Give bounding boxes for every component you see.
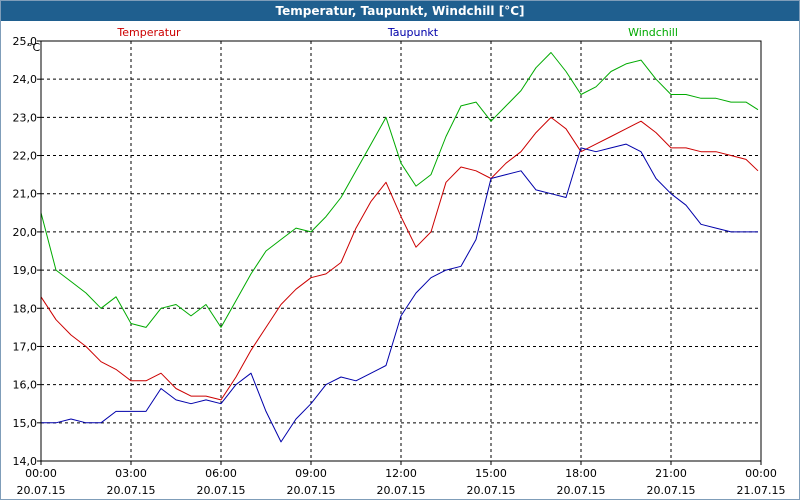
x-tick-label-date: 20.07.15 — [287, 484, 336, 497]
window-title: Temperatur, Taupunkt, Windchill [°C] — [1, 1, 799, 21]
y-tick-label: 21,0 — [13, 188, 38, 201]
x-tick-label-time: 03:00 — [115, 467, 147, 480]
y-tick-label: 15,0 — [13, 417, 38, 430]
series-line-windchill — [40, 52, 759, 328]
x-axis-ticks: 00:00 20.07.15 03:00 20.07.15 06:00 20.07.15 0… — [17, 461, 786, 497]
x-tick-label-date: 20.07.15 — [647, 484, 696, 497]
x-tick-label-date: 20.07.15 — [377, 484, 426, 497]
x-tick-label-date: 20.07.15 — [17, 484, 66, 497]
y-tick-label: 17,0 — [13, 340, 38, 353]
x-tick-label-time: 21:00 — [655, 467, 687, 480]
series-lines — [40, 52, 759, 443]
x-tick-label-date: 20.07.15 — [197, 484, 246, 497]
x-tick-label-date: 20.07.15 — [107, 484, 156, 497]
y-tick-label: 22,0 — [13, 150, 38, 163]
x-tick-label-time: 12:00 — [385, 467, 417, 480]
legend-entry-windchill: Windchill — [628, 26, 678, 39]
x-tick-label-time: 00:00 — [25, 467, 57, 480]
grid-lines — [41, 41, 761, 461]
x-tick-label-time: 00:00 — [745, 467, 777, 480]
series-line-temperatur — [40, 116, 759, 401]
series-line-taupunkt — [41, 143, 758, 443]
y-tick-label: 20,0 — [13, 226, 38, 239]
x-tick-label-time: 09:00 — [295, 467, 327, 480]
x-tick-label-date: 20.07.15 — [557, 484, 606, 497]
y-tick-label: 23,0 — [13, 111, 38, 124]
y-axis-ticks: 14,0 15,0 16,0 17,0 18,0 19,0 20,0 21,0 22,0 23,0… — [13, 35, 41, 468]
x-tick-label-time: 18:00 — [565, 467, 597, 480]
y-axis-unit-label: °C — [27, 41, 41, 54]
y-tick-label: 16,0 — [13, 379, 38, 392]
y-tick-label: 25,0 — [13, 35, 38, 48]
x-tick-label-date: 21.07.15 — [737, 484, 786, 497]
legend: Temperatur Taupunkt Windchill — [116, 26, 678, 39]
x-tick-label-time: 06:00 — [205, 467, 237, 480]
y-tick-label: 14,0 — [13, 455, 38, 468]
y-tick-label: 19,0 — [13, 264, 38, 277]
x-tick-label-time: 15:00 — [475, 467, 507, 480]
y-tick-label: 18,0 — [13, 302, 38, 315]
y-tick-label: 24,0 — [13, 73, 38, 86]
x-tick-label-date: 20.07.15 — [467, 484, 516, 497]
legend-entry-temperatur: Temperatur — [116, 26, 181, 39]
legend-entry-taupunkt: Taupunkt — [387, 26, 439, 39]
